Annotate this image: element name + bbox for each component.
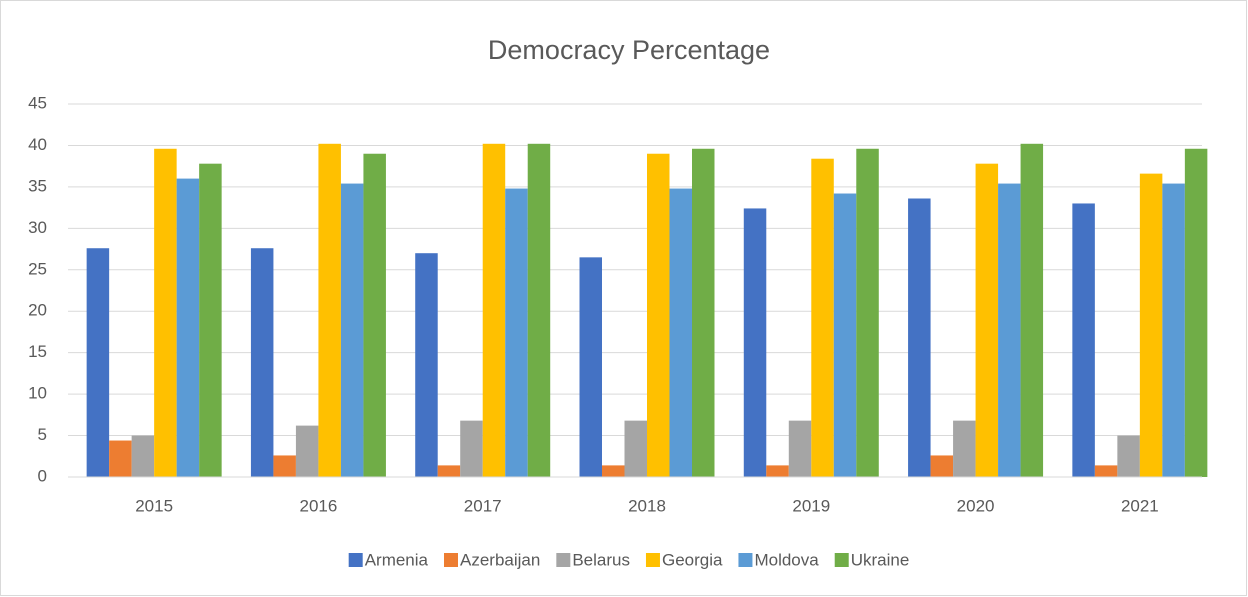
legend-label: Belarus [572, 550, 630, 569]
y-tick-label: 25 [28, 259, 47, 278]
x-tick-label: 2019 [792, 496, 830, 515]
bar [1020, 143, 1044, 477]
bar [273, 455, 296, 477]
bar [856, 148, 879, 477]
bar [788, 420, 812, 477]
x-tick-label: 2016 [300, 496, 338, 515]
bar [669, 188, 692, 477]
bar [930, 455, 954, 477]
bar [460, 420, 483, 477]
legend-label: Azerbaijan [460, 550, 540, 569]
bar [579, 257, 602, 477]
y-tick-label: 10 [28, 384, 47, 403]
legend-swatch [556, 553, 571, 567]
y-tick-label: 45 [28, 93, 47, 112]
y-tick-label: 35 [28, 176, 47, 195]
legend-swatch [348, 553, 363, 567]
x-tick-label: 2015 [135, 496, 173, 515]
bar [908, 198, 931, 477]
bar [527, 143, 551, 477]
legend-label: Georgia [662, 550, 723, 569]
bar [176, 178, 200, 477]
bar [833, 193, 857, 477]
bar [624, 420, 647, 477]
x-tick-label: 2021 [1121, 496, 1159, 515]
bar [975, 163, 999, 477]
y-tick-label: 30 [28, 218, 47, 237]
bar [743, 208, 767, 477]
legend-label: Armenia [365, 550, 429, 569]
bar [1139, 173, 1163, 478]
bar [1117, 435, 1140, 477]
y-tick-label: 40 [28, 135, 47, 154]
bar [482, 143, 506, 477]
bar [363, 153, 386, 477]
y-tick-label: 5 [38, 425, 47, 444]
bar [1162, 183, 1185, 477]
bar [602, 465, 625, 477]
x-tick-label: 2020 [957, 496, 995, 515]
legend-swatch [738, 553, 753, 567]
bar [131, 435, 155, 477]
bar [811, 158, 834, 477]
bar [415, 253, 438, 477]
bar [766, 465, 789, 477]
bar [199, 163, 222, 477]
bar [437, 465, 461, 477]
legend-label: Moldova [754, 550, 819, 569]
bar [647, 153, 670, 477]
bar [318, 143, 341, 477]
bar [692, 148, 715, 477]
x-tick-label: 2017 [464, 496, 502, 515]
legend-swatch [834, 553, 849, 567]
bar [86, 248, 110, 477]
y-tick-label: 15 [28, 342, 47, 361]
bar [1184, 148, 1208, 477]
legend-swatch [444, 553, 458, 567]
chart-title: Democracy Percentage [488, 35, 770, 65]
bar [998, 183, 1021, 477]
bar [505, 188, 528, 477]
bar [953, 420, 976, 477]
bar [1072, 203, 1095, 477]
bar [295, 425, 319, 477]
y-tick-label: 20 [28, 301, 47, 320]
bar [1094, 465, 1118, 477]
legend-swatch [645, 553, 660, 567]
y-tick-label: 0 [38, 466, 47, 485]
bar [109, 440, 132, 477]
x-tick-label: 2018 [628, 496, 666, 515]
bar [250, 248, 274, 477]
bar [340, 183, 364, 477]
bar [154, 148, 177, 477]
legend-label: Ukraine [851, 550, 910, 569]
